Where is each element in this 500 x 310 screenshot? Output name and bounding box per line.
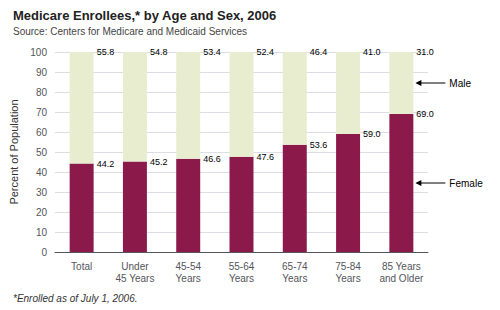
svg-text:69.0: 69.0 <box>416 109 434 119</box>
svg-text:100: 100 <box>30 47 47 58</box>
svg-text:Medicare Enrollees,* by Age an: Medicare Enrollees,* by Age and Sex, 200… <box>13 8 276 23</box>
svg-text:Years: Years <box>176 273 201 284</box>
svg-text:60: 60 <box>36 127 48 138</box>
svg-text:55-64: 55-64 <box>229 261 255 272</box>
svg-text:0: 0 <box>41 247 47 258</box>
svg-text:44.2: 44.2 <box>97 159 115 169</box>
svg-text:70: 70 <box>36 107 48 118</box>
svg-text:46.4: 46.4 <box>310 47 328 57</box>
svg-text:Under: Under <box>121 261 149 272</box>
svg-text:65-74: 65-74 <box>282 261 308 272</box>
svg-text:41.0: 41.0 <box>363 47 381 57</box>
svg-text:55.8: 55.8 <box>97 47 115 57</box>
svg-text:53.6: 53.6 <box>310 140 328 150</box>
svg-text:Male: Male <box>449 78 471 89</box>
svg-text:85 Years: 85 Years <box>382 261 421 272</box>
svg-text:Years: Years <box>229 273 254 284</box>
svg-text:47.6: 47.6 <box>256 152 274 162</box>
svg-text:90: 90 <box>36 67 48 78</box>
svg-text:31.0: 31.0 <box>416 47 434 57</box>
svg-text:*Enrolled as of July 1, 2006.: *Enrolled as of July 1, 2006. <box>13 293 138 304</box>
svg-text:Source: Centers for Medicare a: Source: Centers for Medicare and Medicai… <box>13 26 247 37</box>
svg-text:10: 10 <box>36 227 48 238</box>
svg-text:52.4: 52.4 <box>256 47 274 57</box>
svg-text:and Older: and Older <box>379 273 424 284</box>
svg-text:40: 40 <box>36 167 48 178</box>
svg-text:50: 50 <box>36 147 48 158</box>
svg-text:Total: Total <box>71 261 92 272</box>
svg-text:45.2: 45.2 <box>150 157 168 167</box>
svg-text:20: 20 <box>36 207 48 218</box>
svg-text:45-54: 45-54 <box>175 261 201 272</box>
svg-text:59.0: 59.0 <box>363 129 381 139</box>
svg-text:Female: Female <box>449 178 483 189</box>
svg-text:45 Years: 45 Years <box>115 273 154 284</box>
svg-text:54.8: 54.8 <box>150 47 168 57</box>
svg-text:75-84: 75-84 <box>335 261 361 272</box>
svg-text:46.6: 46.6 <box>203 154 221 164</box>
svg-text:30: 30 <box>36 187 48 198</box>
svg-text:80: 80 <box>36 87 48 98</box>
svg-text:Percent of Population: Percent of Population <box>8 99 20 204</box>
svg-text:Years: Years <box>282 273 307 284</box>
svg-text:53.4: 53.4 <box>203 47 221 57</box>
svg-text:Years: Years <box>335 273 360 284</box>
